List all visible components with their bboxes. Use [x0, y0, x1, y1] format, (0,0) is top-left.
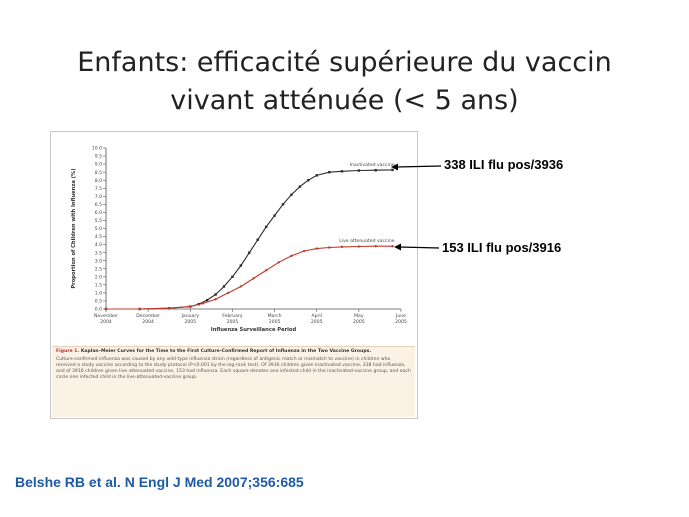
y-tick-label: 6.0 — [95, 210, 102, 216]
data-point-inactivated — [273, 214, 276, 217]
figure-panel: 0.0 0.5 1.0 1.5 2.0 2.5 3.0 3.5 4.0 4.5 5.0 5.5 6.0 6… — [50, 131, 418, 419]
data-point-inactivated — [357, 169, 361, 172]
slide-title-line-1: Enfants: efficacité supérieure du vaccin — [77, 47, 612, 78]
data-point-live — [357, 245, 361, 248]
data-point-live — [189, 305, 192, 308]
citation: Belshe RB et al. N Engl J Med 2007;356:6… — [15, 474, 304, 490]
y-tick-label: 8.5 — [95, 170, 102, 176]
data-point-live — [340, 245, 344, 249]
x-tick-label-year: 2004 — [100, 319, 112, 325]
y-tick-label: 4.5 — [95, 234, 102, 240]
data-point-live — [227, 291, 230, 295]
y-tick-label: 6.5 — [95, 202, 102, 208]
y-tick-label: 9.0 — [95, 162, 102, 168]
y-tick-label: 10.0 — [92, 146, 102, 152]
y-tick-label: 4.0 — [95, 242, 102, 248]
y-tick-label: 7.5 — [95, 186, 102, 192]
data-point-inactivated — [239, 264, 243, 267]
data-point-inactivated — [290, 193, 293, 196]
inactivated-annotation: 338 ILI flu pos/3936 — [444, 157, 564, 172]
data-point-inactivated — [205, 298, 209, 302]
data-point-inactivated — [264, 225, 268, 229]
data-point-inactivated — [214, 293, 217, 296]
x-tick-label-month: November — [94, 313, 118, 319]
data-point-live — [302, 249, 306, 253]
y-tick-label: 8.0 — [95, 178, 102, 184]
x-tick-label-year: 2005 — [227, 319, 239, 325]
data-point-live — [290, 254, 293, 258]
y-tick-label: 9.5 — [95, 154, 102, 160]
data-point-live — [138, 307, 141, 311]
data-point-inactivated — [307, 179, 310, 182]
y-tick-label: 5.0 — [95, 226, 102, 232]
data-point-inactivated — [298, 185, 302, 188]
data-point-live — [104, 307, 108, 311]
data-point-inactivated — [374, 169, 377, 172]
data-point-live — [277, 261, 280, 264]
caption-body: Culture-confirmed influenza was caused b… — [56, 357, 411, 381]
x-tick-label-month: March — [268, 313, 282, 319]
data-point-inactivated — [231, 275, 234, 278]
x-tick-label-month: February — [222, 313, 243, 319]
series-label-live: Live attenuated vaccine — [339, 238, 394, 244]
x-tick-label-year: 2005 — [184, 319, 196, 325]
figure-caption: Figure 1. Kaplan–Meier Curves for the Ti… — [52, 346, 415, 417]
data-point-live — [315, 247, 318, 250]
data-point-inactivated — [328, 170, 331, 174]
data-point-live — [201, 302, 205, 305]
data-point-live — [168, 306, 171, 310]
caption-heading-text: Kaplan–Meier Curves for the Time to the … — [80, 349, 372, 354]
slide-title: Enfants: efficacité supérieure du vaccin… — [0, 44, 689, 120]
data-point-live — [328, 246, 331, 249]
kaplan-meier-chart: 0.0 0.5 1.0 1.5 2.0 2.5 3.0 3.5 4.0 4.5 5.0 5.5 6.0 6… — [71, 146, 407, 333]
x-tick-label-month: June — [395, 313, 406, 319]
data-point-live — [374, 245, 377, 248]
data-point-live — [214, 298, 217, 301]
x-tick-label-month: December — [136, 313, 160, 319]
x-tick-label-month: May — [354, 313, 364, 319]
x-tick-label-year: 2005 — [311, 319, 323, 325]
data-point-inactivated — [256, 238, 259, 241]
y-tick-label: 7.0 — [95, 194, 102, 200]
data-point-inactivated — [281, 203, 285, 206]
caption-figure-label: Figure 1. — [56, 349, 80, 354]
y-tick-label: 0.0 — [95, 307, 102, 313]
series-label-inactivated: Inactivated vaccine — [350, 162, 395, 168]
x-tick-label-month: April — [311, 313, 322, 319]
x-tick-label-year: 2005 — [395, 319, 407, 325]
x-axis-title: Influenza Surveillance Period — [211, 327, 297, 333]
live-annotation: 153 ILI flu pos/3916 — [442, 240, 562, 255]
y-tick-label: 1.5 — [95, 282, 102, 288]
y-tick-label: 2.5 — [95, 266, 102, 272]
data-point-inactivated — [340, 170, 344, 173]
data-point-inactivated — [222, 285, 226, 288]
data-point-inactivated — [248, 251, 251, 254]
series-line-live — [106, 245, 393, 310]
data-point-live — [264, 269, 268, 272]
data-point-live — [391, 245, 394, 248]
y-tick-label: 0.5 — [95, 299, 102, 305]
y-tick-label: 3.5 — [95, 250, 102, 256]
y-tick-label: 1.0 — [95, 291, 102, 297]
data-point-live — [239, 285, 243, 288]
y-axis-title: Proportion of Children with Influenza (%… — [71, 168, 77, 288]
y-tick-label: 5.5 — [95, 218, 102, 224]
y-tick-label: 2.0 — [95, 274, 102, 280]
y-tick-label: 3.0 — [95, 258, 102, 264]
x-tick-label-year: 2004 — [142, 319, 154, 325]
x-tick-label-year: 2005 — [269, 319, 281, 325]
data-point-inactivated — [315, 174, 318, 177]
data-point-inactivated — [391, 168, 394, 172]
x-tick-label-month: January — [181, 313, 200, 319]
x-tick-label-year: 2005 — [353, 319, 365, 325]
slide-title-line-2: vivant atténuée (< 5 ans) — [170, 85, 519, 116]
data-point-live — [252, 277, 255, 280]
caption-heading: Figure 1. Kaplan–Meier Curves for the Ti… — [56, 349, 411, 355]
